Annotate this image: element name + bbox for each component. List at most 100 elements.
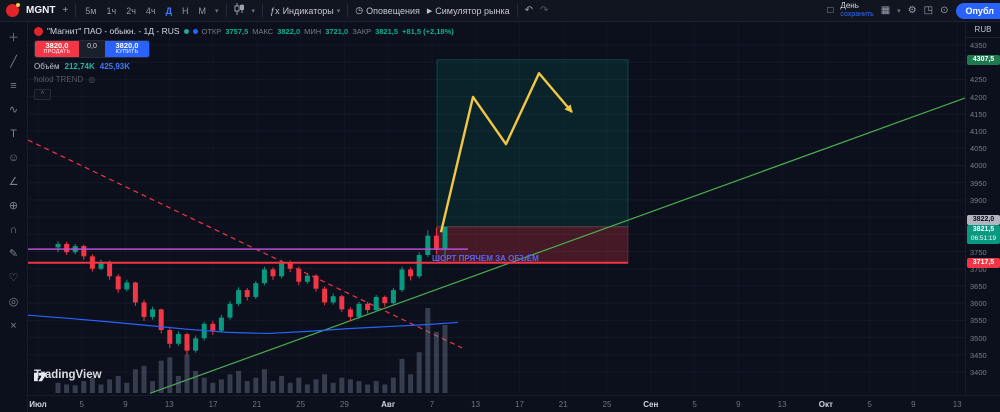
volume-bar: [356, 381, 362, 393]
candle: [210, 321, 216, 335]
time-axis-label: 9: [736, 400, 741, 409]
candle-body: [158, 309, 164, 330]
timeframe-1ч[interactable]: 1ч: [106, 5, 117, 16]
indicator-name[interactable]: holod TREND: [34, 75, 84, 84]
redo-icon[interactable]: ↷: [540, 5, 549, 16]
draw-tool-icon[interactable]: ✎: [8, 247, 19, 260]
time-axis-label: 5: [867, 400, 872, 409]
candle: [442, 226, 448, 262]
layout-grid-icon[interactable]: ▦: [880, 5, 891, 16]
delete-tool-icon[interactable]: ×: [10, 319, 17, 332]
chevron-down-icon[interactable]: ▾: [215, 7, 219, 15]
timeframe-М[interactable]: М: [198, 5, 207, 16]
settings-gear-icon[interactable]: ⚙: [907, 5, 917, 16]
candle: [313, 274, 319, 292]
candle-style-icon[interactable]: [234, 3, 245, 18]
feed-status-dot-icon: [183, 28, 189, 34]
measure-tool-icon[interactable]: ∠: [8, 175, 19, 188]
candle-body: [107, 261, 113, 277]
trend-line-icon[interactable]: ╱: [10, 55, 17, 68]
candle-body: [279, 262, 285, 277]
candle: [124, 279, 130, 292]
wave-pattern-icon[interactable]: ∿: [8, 103, 19, 116]
candle-body: [64, 243, 70, 253]
publish-button[interactable]: Опубл: [955, 2, 1000, 19]
drawing-toolbar: ＋ ╱ ≡ ∿ T ☺ ∠ ⊕ ∩ ✎ ♡ ◎ ×: [0, 22, 28, 412]
volume-bar: [244, 381, 250, 393]
eye-icon[interactable]: ◎: [88, 75, 96, 84]
volume-bar: [313, 379, 319, 393]
text-tool-icon[interactable]: T: [10, 127, 17, 140]
volume-bar: [150, 381, 156, 393]
candle: [141, 299, 147, 322]
undo-icon[interactable]: ↶: [524, 5, 534, 16]
divider: [75, 4, 77, 17]
candle: [193, 335, 199, 353]
volume-bar: [279, 376, 285, 393]
volume-bar: [201, 377, 207, 393]
candle: [261, 266, 267, 286]
alerts-button[interactable]: ◷ Оповещения: [355, 5, 420, 16]
feed-status-dot-icon: [192, 28, 198, 34]
eye-tool-icon[interactable]: ◎: [8, 295, 19, 308]
timeframe-4ч[interactable]: 4ч: [145, 5, 156, 16]
candle-body: [442, 226, 448, 249]
candle: [253, 281, 259, 300]
chevron-down-icon[interactable]: ▾: [897, 7, 901, 15]
forecast-arrow[interactable]: [439, 72, 573, 233]
price-axis[interactable]: RUB 435043004250420041504100405040003950…: [965, 22, 1000, 395]
instrument-title[interactable]: "Магнит" ПАО - обыкн. - 1Д - RUS: [47, 26, 180, 36]
market-replay-button[interactable]: ▶ Симулятор рынка: [426, 5, 510, 16]
ohlc-readout: ОТКР 3757,5 МАКС 3822,0 МИН 3721,0 ЗАКР 3821…: [201, 26, 454, 36]
account-avatar-icon[interactable]: [6, 3, 20, 17]
candle-body: [339, 296, 345, 310]
time-axis[interactable]: Июл 5 9 13 17 21 25 29 Авг 7 13 17 21 25 Сен 5 9 13 Окт 5 9 1…: [28, 395, 1000, 412]
crosshair-icon[interactable]: ＋: [8, 31, 19, 44]
indicators-button[interactable]: ƒx Индикаторы ▾: [270, 5, 341, 16]
chevron-down-icon[interactable]: ▾: [251, 7, 256, 15]
candle: [244, 288, 250, 301]
add-symbol-icon[interactable]: +: [62, 5, 69, 16]
layout-save-status[interactable]: День сохранить: [840, 1, 874, 19]
save-layout-link[interactable]: сохранить: [840, 11, 874, 19]
volume-ma-line[interactable]: [28, 314, 459, 335]
camera-icon[interactable]: ⊙: [940, 5, 949, 16]
buy-button[interactable]: 3820,0 КУПИТЬ: [105, 41, 149, 57]
emoji-tool-icon[interactable]: ☺: [7, 151, 20, 164]
timeframe-Д[interactable]: Д: [165, 5, 173, 16]
volume-bar: [115, 376, 121, 393]
zoom-tool-icon[interactable]: ⊕: [8, 199, 19, 212]
price-chart[interactable]: ШОРТ ПРЯЧЕМ ЗА ОБЪЁМ: [28, 22, 965, 395]
price-tick-label: 3900: [970, 195, 987, 205]
timeframe-5м[interactable]: 5м: [85, 5, 97, 16]
price-tick-label: 4250: [970, 75, 987, 85]
candle-body: [296, 268, 302, 282]
time-axis-label: Сен: [643, 400, 659, 409]
fullscreen-icon[interactable]: ◳: [923, 5, 934, 16]
time-axis-label: 29: [339, 400, 349, 409]
timeframe-Н[interactable]: Н: [182, 5, 189, 16]
timeframe-2ч[interactable]: 2ч: [126, 5, 136, 16]
buy-sell-widget: 3820,0 ПРОДАТЬ 0,0 3820,0 КУПИТЬ: [34, 40, 150, 58]
candle: [218, 314, 224, 333]
price-tick-label: 3550: [970, 316, 987, 326]
magnet-tool-icon[interactable]: ∩: [9, 223, 18, 236]
volume-bar: [64, 384, 70, 393]
candle-body: [98, 261, 104, 269]
sell-button[interactable]: 3820,0 ПРОДАТЬ: [35, 41, 79, 57]
ascending-support-line[interactable]: [149, 97, 965, 394]
screenshot-icon[interactable]: □: [827, 5, 834, 16]
loss-zone-box[interactable]: [436, 226, 629, 264]
chevron-down-icon: ▾: [336, 7, 341, 15]
descending-resistance-line[interactable]: [28, 139, 463, 349]
chart-canvas[interactable]: ШОРТ ПРЯЧЕМ ЗА ОБЪЁМ "Магнит" ПАО - обык…: [28, 22, 965, 395]
fib-retracement-icon[interactable]: ≡: [10, 79, 17, 92]
volume-bar: [236, 370, 242, 393]
heart-tool-icon[interactable]: ♡: [8, 271, 19, 284]
legend-collapse-button[interactable]: ^: [34, 89, 51, 100]
symbol-name[interactable]: MGNT: [26, 5, 56, 16]
candle: [408, 267, 414, 281]
chart-annotation-text[interactable]: ШОРТ ПРЯЧЕМ ЗА ОБЪЁМ: [432, 254, 539, 263]
candle-body: [270, 269, 276, 277]
price-tick-label: 3450: [970, 350, 987, 360]
